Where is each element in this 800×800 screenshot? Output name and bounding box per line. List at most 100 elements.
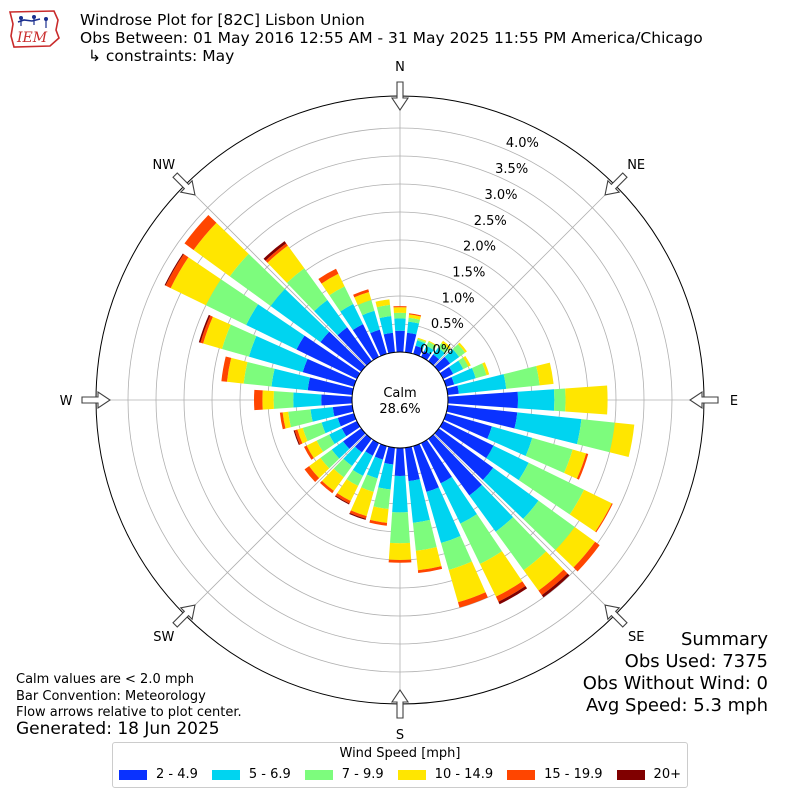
rose-bar-segment	[354, 291, 372, 305]
rose-bar-segment	[366, 456, 383, 479]
radial-tick-label: 1.0%	[442, 291, 475, 306]
flow-note: Flow arrows relative to plot center.	[16, 705, 242, 720]
rose-bar-segment	[393, 307, 407, 314]
radial-tick-label: 0.0%	[420, 343, 453, 358]
rose-bar-segment	[555, 526, 596, 568]
flow-arrow-icon	[689, 390, 719, 410]
rose-bar-segment	[193, 222, 249, 277]
rose-bar-segment	[205, 279, 259, 325]
rose-bar-segment	[337, 479, 359, 502]
rose-bar-segment	[316, 434, 335, 452]
grid-spoke	[433, 184, 616, 367]
grid-spoke	[184, 184, 367, 367]
rose-bar-segment	[439, 366, 454, 379]
flow-arrow-icon	[604, 604, 628, 628]
rose-bar-segment	[395, 330, 405, 353]
rose-bar-segment	[573, 541, 600, 572]
rose-bar-segment	[307, 377, 354, 395]
rose-bar-segment	[221, 324, 257, 357]
rose-bar-segment	[457, 592, 488, 608]
rose-bar-segment	[263, 241, 287, 261]
rose-bar-segment	[383, 332, 395, 354]
rose-bar-segment	[378, 462, 394, 490]
rose-bar-segment	[365, 439, 379, 456]
rose-bar-segment	[518, 462, 585, 515]
rose-bar-segment	[361, 474, 378, 492]
flow-arrow-icon	[390, 689, 410, 719]
legend-swatch	[304, 769, 333, 780]
rose-bar-segment	[279, 412, 286, 430]
rose-bar-segment	[503, 366, 540, 389]
iem-logo: IEM	[8, 10, 60, 48]
radial-tick-labels: 0.0% 0.5% 1.0% 1.5% 2.0% 2.5% 3.0% 3.5% 4.0%	[420, 136, 539, 358]
calm-label: Calm	[383, 386, 416, 401]
legend-item: 2 - 4.9	[119, 767, 198, 782]
rose-bar-segment	[310, 407, 335, 422]
rose-bar-segment	[340, 304, 363, 331]
bar-convention-note: Bar Convention: Meteorology	[16, 689, 206, 704]
rose-bar-segment	[321, 273, 345, 296]
rose-bar-segment	[393, 306, 407, 308]
rose-bar-segment	[443, 413, 492, 439]
rose-bar-segment	[331, 441, 350, 459]
logo-text: IEM	[16, 30, 48, 46]
rose-bar-segment	[369, 519, 388, 526]
compass-label: SW	[153, 630, 174, 645]
rose-bar-segment	[353, 289, 370, 298]
rose-bar-segment	[333, 458, 353, 478]
rose-bar-segment	[446, 385, 459, 395]
rose-bar-segment	[164, 253, 184, 286]
rose-bar-segment	[564, 449, 587, 479]
rose-bar-segment	[413, 345, 423, 357]
rose-bar-segment	[408, 479, 430, 523]
rose-bar-segment	[294, 429, 303, 445]
rose-bar-segment	[376, 304, 392, 319]
rose-bar-segment	[441, 535, 472, 570]
rose-bar-segment	[417, 337, 427, 342]
rose-bar-segment	[243, 361, 275, 387]
rose-bar-segment	[273, 391, 294, 409]
legend-swatch	[211, 769, 240, 780]
rose-bar-segment	[296, 335, 361, 379]
rose-bar-segment	[434, 356, 451, 372]
rose-bar-segment	[517, 389, 555, 411]
rose-bar-segment	[482, 362, 490, 376]
rose-bar-segment	[321, 468, 344, 491]
flow-arrow-icon	[390, 81, 410, 111]
rose-bar-segment	[479, 551, 523, 597]
legend-label: 10 - 14.9	[434, 767, 494, 782]
rose-bar-segment	[221, 356, 232, 382]
rose-bar-segment	[318, 268, 339, 284]
rose-bar-segment	[417, 566, 443, 574]
legend-swatch	[119, 769, 147, 780]
rose-bar-segment	[286, 268, 328, 312]
rose-bar-segment	[426, 487, 461, 544]
rose-bar-segment	[523, 551, 564, 591]
rose-bar-segment	[375, 299, 391, 308]
rose-bar-segment	[229, 253, 285, 306]
rose-bar-segment	[335, 493, 351, 504]
rose-bar-segment	[447, 391, 518, 409]
rose-bar-segment	[405, 446, 420, 482]
flow-arrow-icon	[604, 172, 628, 196]
rose-bar-segment	[457, 374, 507, 394]
rose-bar-segment	[354, 434, 372, 453]
rose-bar-segment	[319, 480, 334, 494]
radial-tick-label: 1.5%	[452, 266, 485, 281]
radial-tick-label: 2.0%	[463, 240, 496, 255]
legend-item: 20+	[616, 767, 681, 782]
rose-bar-segment	[444, 349, 460, 364]
rose-bar-segment	[609, 422, 635, 457]
rose-bar-segment	[463, 355, 471, 367]
rose-bar-segment	[569, 489, 612, 532]
rose-bar-segment	[346, 469, 363, 486]
rose-bar-segment	[415, 340, 426, 349]
rose-bar-segment	[200, 315, 213, 344]
legend-swatch	[397, 769, 426, 780]
rose-bar-segment	[332, 405, 354, 417]
radial-tick-label: 4.0%	[506, 136, 539, 151]
rose-bar-segment	[434, 428, 494, 481]
rose-bar-segment	[352, 451, 373, 476]
rose-bar-segment	[384, 446, 395, 465]
rose-bar-segment	[426, 341, 437, 350]
